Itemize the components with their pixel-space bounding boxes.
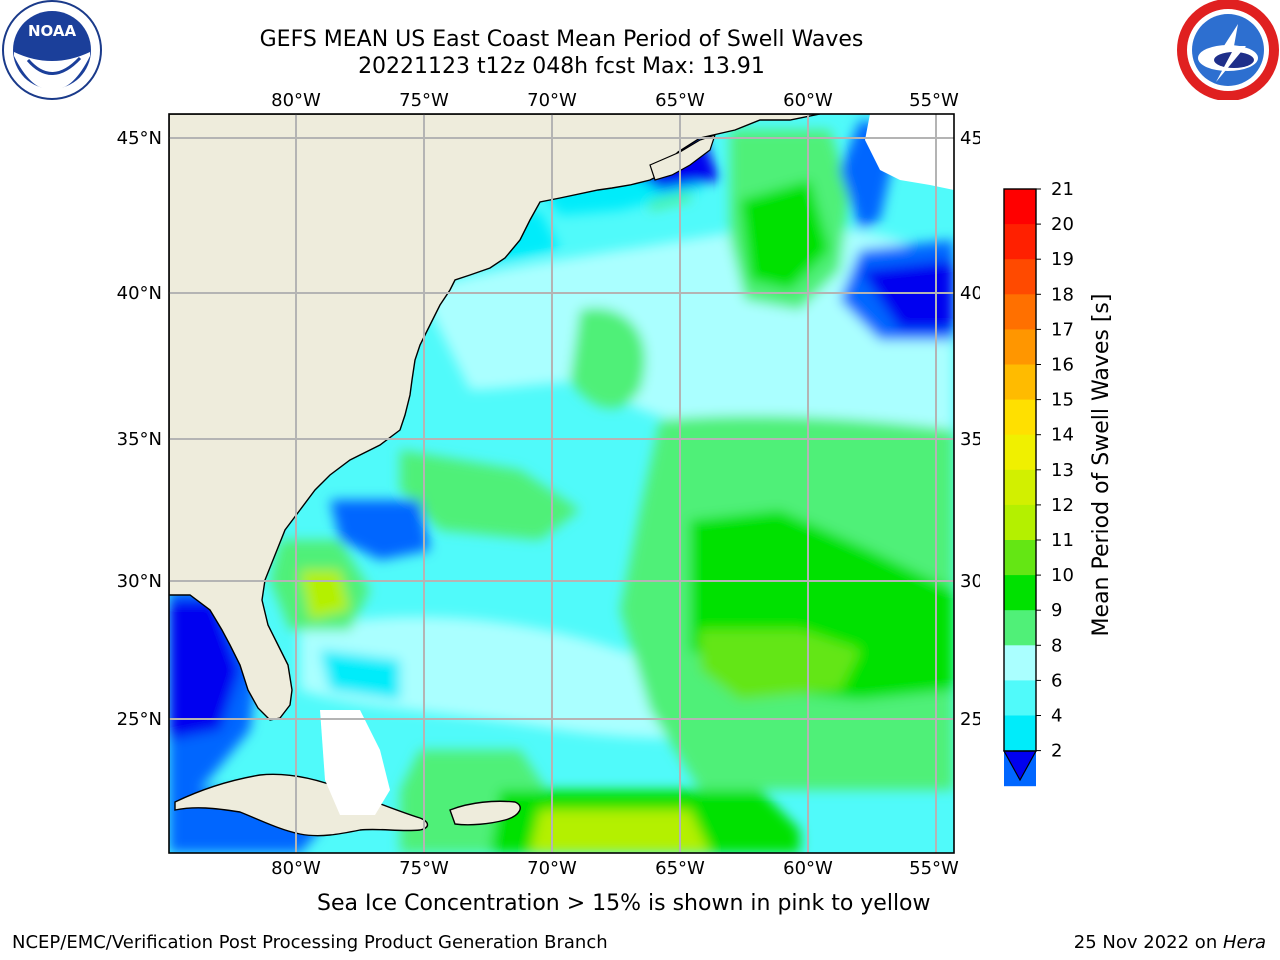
lon-label: 60°W xyxy=(783,90,833,111)
colorbar-tick-label: 14 xyxy=(1051,425,1074,446)
colorbar-swatch xyxy=(1004,224,1036,260)
swell-period-map: 80°W 75°W 70°W 65°W 60°W 55°W 80°W 75°W … xyxy=(117,90,980,879)
colorbar-tick-label: 18 xyxy=(1051,284,1074,305)
colorbar-swatch xyxy=(1004,294,1036,330)
bahamas-mask xyxy=(320,710,390,815)
footer-host: Hera xyxy=(1222,932,1266,953)
lat-label: 30°N xyxy=(117,571,162,592)
sea-ice-note: Sea Ice Concentration > 15% is shown in … xyxy=(317,891,931,916)
colorbar-swatch xyxy=(1004,329,1036,365)
nova-scotia-land xyxy=(649,134,716,181)
colorbar-tick-label: 9 xyxy=(1051,600,1062,621)
colorbar-tick-label: 20 xyxy=(1051,214,1074,235)
colorbar-swatch xyxy=(1004,715,1036,752)
lon-labels-bottom: 80°W 75°W 70°W 65°W 60°W 55°W xyxy=(271,858,959,879)
colorbar-tick-label: 21 xyxy=(1051,179,1074,200)
footer-date-text: 25 Nov 2022 on xyxy=(1073,932,1223,953)
lat-label: 25°N xyxy=(960,709,980,730)
colorbar-swatch xyxy=(1004,645,1036,681)
colorbar-label: Mean Period of Swell Waves [s] xyxy=(1089,294,1114,637)
lon-label: 75°W xyxy=(399,90,449,111)
lon-labels-top: 80°W 75°W 70°W 65°W 60°W 55°W xyxy=(271,90,959,111)
colorbar-tick-label: 11 xyxy=(1051,530,1074,551)
lat-label: 35°N xyxy=(117,429,162,450)
colorbar-swatch xyxy=(1004,680,1036,716)
lat-label: 35°N xyxy=(960,429,980,450)
lat-label: 25°N xyxy=(117,709,162,730)
colorbar-tick-label: 17 xyxy=(1051,319,1074,340)
colorbar-tick-label: 12 xyxy=(1051,495,1074,516)
colorbar-tick-label: 6 xyxy=(1051,670,1062,691)
newfoundland-land xyxy=(865,114,954,190)
lat-label: 45°N xyxy=(960,128,980,149)
colorbar-tick-label: 10 xyxy=(1051,565,1074,586)
lon-label: 80°W xyxy=(271,858,321,879)
colorbar-ticks: 21 20 19 18 17 16 15 14 13 12 11 10 9 8 6 4 2 xyxy=(1036,179,1074,762)
footer-org: NCEP/EMC/Verification Post Processing Pr… xyxy=(12,932,608,953)
nws-logo xyxy=(1177,0,1279,100)
map-gridlines xyxy=(169,114,954,853)
colorbar-tick-label: 15 xyxy=(1051,390,1074,411)
colorbar-tick-label: 13 xyxy=(1051,460,1074,481)
colorbar-swatch xyxy=(1004,399,1036,436)
chart-title: GEFS MEAN US East Coast Mean Period of S… xyxy=(259,27,864,52)
chart-subtitle-date: 20221123 t12z 048h fcst Max: 13.91 xyxy=(358,54,765,79)
colorbar-tick-label: 2 xyxy=(1051,741,1062,762)
lat-label: 30°N xyxy=(960,571,980,592)
colorbar: 21 20 19 18 17 16 15 14 13 12 11 10 9 8 6 4 2 Mean Perio… xyxy=(1002,179,1114,787)
lat-label: 40°N xyxy=(960,283,980,304)
hispaniola-land xyxy=(449,800,521,826)
noaa-logo: NOAA xyxy=(2,0,102,100)
colorbar-tick-label: 16 xyxy=(1051,355,1074,376)
colorbar-swatch xyxy=(1004,364,1036,401)
lon-label: 60°W xyxy=(783,858,833,879)
lon-label: 65°W xyxy=(655,90,705,111)
colorbar-swatch xyxy=(1004,504,1036,541)
lon-label: 65°W xyxy=(655,858,705,879)
colorbar-tick-label: 4 xyxy=(1051,706,1062,727)
colorbar-swatch xyxy=(1004,575,1036,611)
map-frame xyxy=(168,113,955,854)
colorbar-swatch xyxy=(1004,610,1036,646)
lat-labels-right: 45°N 40°N 35°N 30°N 25°N xyxy=(960,128,980,730)
colorbar-swatches xyxy=(1004,189,1036,787)
footer-date: 25 Nov 2022 on Hera xyxy=(1074,932,1266,953)
lon-label: 80°W xyxy=(271,90,321,111)
lat-label: 40°N xyxy=(117,283,162,304)
lat-label: 45°N xyxy=(117,128,162,149)
lon-label: 70°W xyxy=(527,90,577,111)
colorbar-tick-label: 8 xyxy=(1051,635,1062,656)
colorbar-swatch xyxy=(1004,540,1036,576)
colorbar-swatch xyxy=(1004,259,1036,295)
lon-label: 75°W xyxy=(399,858,449,879)
cuba-land xyxy=(174,773,429,837)
lon-label: 55°W xyxy=(909,858,959,879)
lon-label: 55°W xyxy=(909,90,959,111)
colorbar-swatch xyxy=(1004,189,1036,225)
colorbar-swatch xyxy=(1004,469,1036,506)
noaa-logo-text: NOAA xyxy=(28,22,77,40)
lon-label: 70°W xyxy=(527,858,577,879)
colorbar-swatch xyxy=(1004,434,1036,471)
colorbar-tick-label: 19 xyxy=(1051,249,1074,270)
lat-labels-left: 45°N 40°N 35°N 30°N 25°N xyxy=(117,128,162,730)
